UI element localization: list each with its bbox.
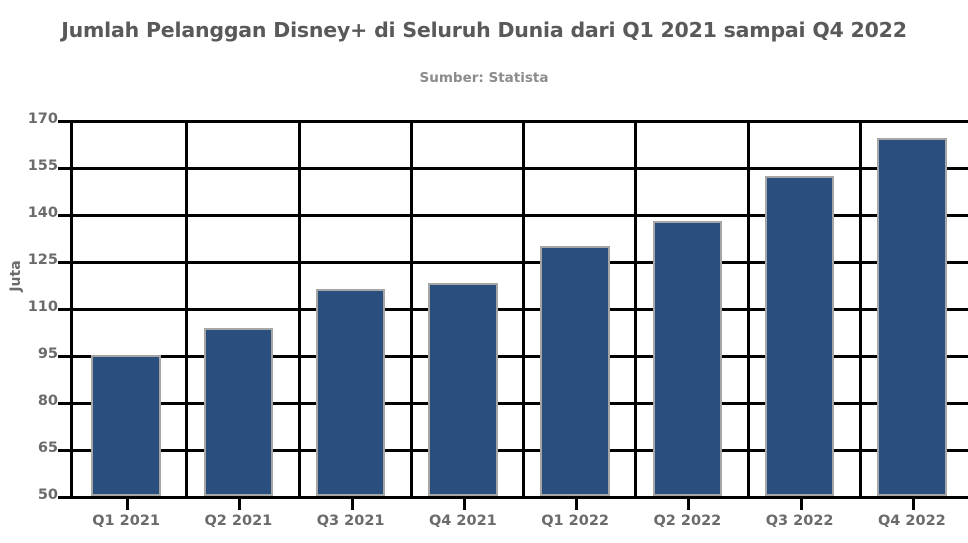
x-tick-mark xyxy=(799,496,803,510)
category-separator xyxy=(297,120,301,496)
x-tick-mark xyxy=(911,496,915,510)
y-tick-mark xyxy=(58,167,71,170)
y-tick-label: 140 xyxy=(27,205,58,221)
x-tick-mark xyxy=(462,496,466,510)
chart-title: Jumlah Pelanggan Disney+ di Seluruh Duni… xyxy=(61,18,907,42)
y-tick-mark xyxy=(58,496,71,499)
y-tick-mark xyxy=(58,402,71,405)
category-separators xyxy=(73,120,968,496)
y-tick-mark xyxy=(58,120,71,123)
x-tick-mark xyxy=(238,496,242,510)
bar xyxy=(764,176,835,496)
y-tick-label: 50 xyxy=(37,487,58,503)
y-tick-label: 65 xyxy=(37,440,58,456)
plot-area xyxy=(70,120,968,499)
y-tick-mark xyxy=(58,308,71,311)
bar-series xyxy=(70,120,968,496)
y-tick-label: 170 xyxy=(27,111,58,127)
chart-subtitle-source: Sumber: Statista xyxy=(419,70,549,86)
bar xyxy=(203,328,274,496)
bar xyxy=(315,289,386,496)
gridline xyxy=(73,261,968,264)
y-tick-label: 125 xyxy=(27,252,58,268)
gridline xyxy=(73,308,968,311)
x-tick-mark xyxy=(575,496,579,510)
bar xyxy=(652,221,723,496)
x-tick-label: Q4 2022 xyxy=(877,513,946,529)
x-tick-label: Q1 2022 xyxy=(541,513,610,529)
category-separator xyxy=(746,120,750,496)
y-tick-label: 95 xyxy=(37,346,58,362)
category-separator xyxy=(185,120,189,496)
x-tick-label: Q3 2021 xyxy=(316,513,385,529)
x-tick-label: Q4 2021 xyxy=(428,513,497,529)
y-tick-mark xyxy=(58,261,71,264)
x-tick-label: Q2 2021 xyxy=(204,513,273,529)
bar xyxy=(428,282,498,496)
x-tick-label: Q3 2022 xyxy=(765,513,834,529)
bar xyxy=(877,138,947,496)
x-tick-mark xyxy=(126,496,130,510)
y-tick-mark xyxy=(58,449,71,452)
y-tick-mark xyxy=(58,355,71,358)
category-separator xyxy=(858,120,862,496)
gridline xyxy=(73,167,968,170)
gridline xyxy=(73,449,968,452)
gridline xyxy=(73,355,968,358)
y-tick-label: 80 xyxy=(37,393,58,409)
y-tick-label: 155 xyxy=(27,158,58,174)
gridline xyxy=(73,214,968,217)
y-tick-mark xyxy=(58,214,71,217)
x-tick-mark xyxy=(687,496,691,510)
x-axis-line xyxy=(70,496,968,499)
gridline xyxy=(73,120,968,123)
category-separator xyxy=(634,120,638,496)
gridline xyxy=(73,402,968,405)
x-tick-label: Q1 2021 xyxy=(92,513,161,529)
y-tick-label: 110 xyxy=(27,299,58,315)
bar xyxy=(91,355,161,496)
x-tick-label: Q2 2022 xyxy=(653,513,722,529)
bar xyxy=(540,245,610,496)
category-separator xyxy=(522,120,525,496)
x-tick-mark xyxy=(350,496,354,510)
category-separator xyxy=(409,120,413,496)
